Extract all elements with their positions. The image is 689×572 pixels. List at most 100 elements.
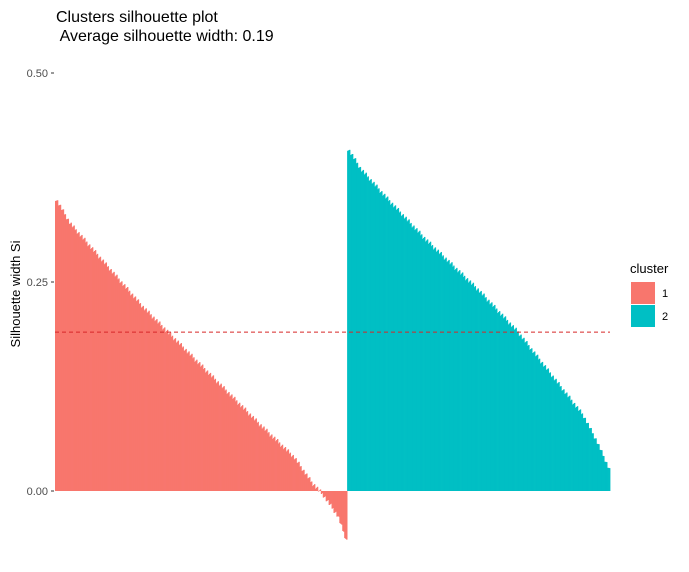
silhouette-bar <box>116 274 118 491</box>
silhouette-bar <box>510 327 513 491</box>
silhouette-bar <box>76 233 78 491</box>
silhouette-bar <box>129 295 132 491</box>
silhouette-bar <box>91 248 93 491</box>
legend-label-cluster-2: 2 <box>662 311 668 323</box>
silhouette-bar <box>136 300 139 491</box>
silhouette-bar <box>490 303 492 491</box>
silhouette-bar <box>218 385 220 491</box>
silhouette-bar <box>357 167 360 491</box>
silhouette-bar <box>423 237 425 491</box>
silhouette-bar <box>71 227 73 491</box>
silhouette-bar <box>75 229 77 492</box>
silhouette-bar <box>370 179 372 492</box>
silhouette-bar <box>247 415 250 491</box>
silhouette-bar <box>175 342 178 491</box>
silhouette-bar <box>140 307 143 491</box>
silhouette-bar <box>238 403 240 491</box>
silhouette-bar <box>190 354 192 491</box>
silhouette-bar <box>275 441 277 491</box>
silhouette-bar <box>380 191 382 492</box>
silhouette-bar <box>533 352 535 491</box>
silhouette-bar <box>495 309 497 491</box>
silhouette-bar <box>287 449 290 491</box>
silhouette-bar <box>270 435 272 491</box>
silhouette-bar <box>508 323 511 491</box>
silhouette-bar <box>561 390 563 491</box>
silhouette-bar <box>294 458 296 491</box>
silhouette-bar <box>537 359 540 491</box>
silhouette-bar <box>261 428 263 491</box>
silhouette-bar <box>119 283 121 491</box>
silhouette-bar <box>424 236 426 491</box>
silhouette-bar <box>243 408 246 491</box>
silhouette-bar <box>277 443 280 491</box>
silhouette-bar <box>257 421 259 491</box>
silhouette-bar <box>254 419 256 491</box>
silhouette-bar <box>255 418 257 491</box>
silhouette-bar <box>552 375 554 491</box>
silhouette-bar <box>498 312 500 491</box>
silhouette-bar <box>197 364 199 491</box>
silhouette-bar <box>301 471 303 491</box>
silhouette-bar <box>541 361 544 491</box>
silhouette-bar <box>62 209 65 491</box>
silhouette-bar <box>527 345 529 491</box>
silhouette-bar <box>545 369 548 491</box>
silhouette-bar <box>377 189 379 492</box>
silhouette-bar <box>591 433 593 491</box>
silhouette-bar <box>77 232 79 492</box>
silhouette-bar <box>411 227 413 492</box>
silhouette-bar <box>102 259 105 491</box>
silhouette-bar <box>92 251 95 491</box>
silhouette-bar <box>127 287 129 491</box>
silhouette-bar <box>176 341 179 491</box>
silhouette-bar <box>520 334 522 491</box>
chart-title: Clusters silhouette plot <box>56 9 218 26</box>
silhouette-bar <box>366 177 368 491</box>
silhouette-bar <box>369 180 371 491</box>
silhouette-bar <box>308 477 310 491</box>
silhouette-bar <box>316 486 319 491</box>
silhouette-bar <box>562 390 564 491</box>
silhouette-bar <box>80 235 82 491</box>
silhouette-bar <box>438 254 440 491</box>
silhouette-bar <box>353 158 356 491</box>
silhouette-bar <box>87 246 89 491</box>
legend: cluster 1 2 <box>630 261 669 327</box>
silhouette-bar <box>262 427 264 491</box>
silhouette-bar <box>607 467 609 491</box>
silhouette-bar <box>216 382 218 491</box>
silhouette-bar <box>250 418 253 491</box>
silhouette-bar <box>114 276 116 491</box>
silhouette-bar <box>338 491 340 517</box>
silhouette-bar <box>61 209 64 491</box>
silhouette-bar <box>576 406 579 491</box>
silhouette-bar <box>300 466 302 491</box>
silhouette-bar <box>476 289 478 491</box>
silhouette-bar <box>95 254 98 491</box>
silhouette-bar <box>203 368 206 491</box>
silhouette-bar <box>290 457 292 491</box>
silhouette-bar <box>513 329 515 491</box>
silhouette-bar <box>491 302 493 491</box>
silhouette-bar <box>227 393 229 491</box>
silhouette-bar <box>535 356 537 491</box>
silhouette-bar <box>99 256 102 491</box>
silhouette-bar <box>443 259 445 491</box>
silhouette-bar <box>559 386 561 491</box>
silhouette-bar <box>534 351 536 491</box>
silhouette-bar <box>457 272 459 491</box>
silhouette-bar <box>341 491 343 525</box>
silhouette-bar <box>569 395 571 491</box>
silhouette-bar <box>339 491 341 524</box>
silhouette-bar <box>532 353 534 491</box>
silhouette-bar <box>518 336 520 491</box>
silhouette-bar <box>156 319 158 491</box>
silhouette-bar <box>311 481 313 491</box>
silhouette-bar <box>583 417 586 491</box>
silhouette-bar <box>115 275 117 491</box>
silhouette-bar <box>429 241 432 491</box>
silhouette-bar <box>256 422 258 491</box>
silhouette-bar <box>481 295 483 491</box>
